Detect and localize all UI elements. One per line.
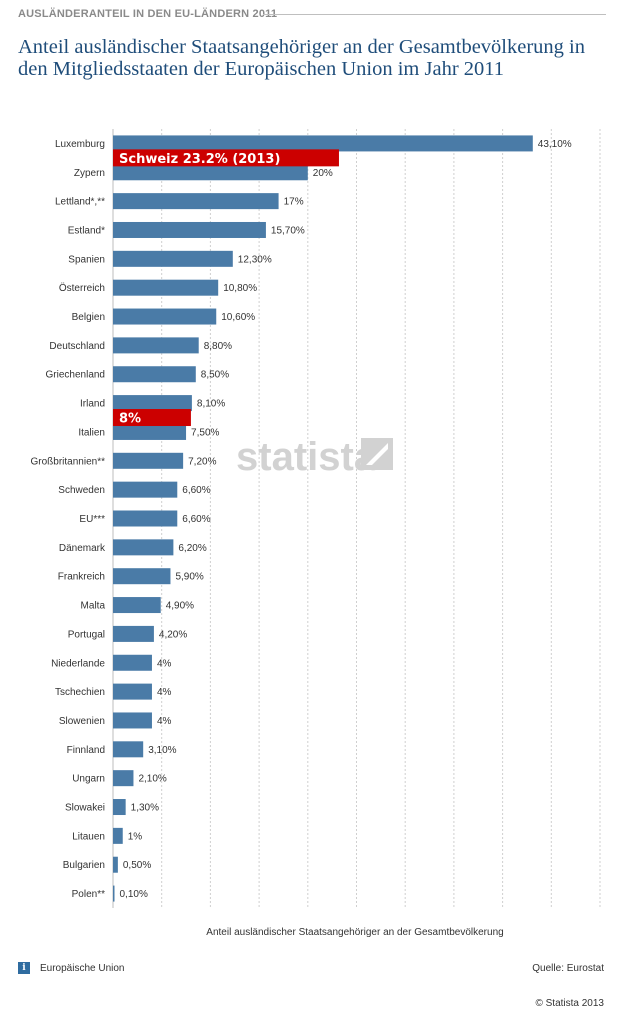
value-label: 6,60% [182,514,210,525]
bar [113,221,266,238]
bar [113,481,178,498]
bar [113,683,152,700]
category-label: EU*** [79,514,105,525]
value-label: 4% [157,687,172,698]
value-label: 8,80% [204,341,232,352]
value-label: 12,30% [238,254,272,265]
category-label: Österreich [59,282,105,294]
bar [113,423,187,440]
bar [113,885,115,902]
category-label: Deutschland [49,341,105,352]
bar [113,568,171,585]
category-label: Griechenland [46,370,105,381]
bar [113,250,233,267]
header-bar: AUSLÄNDERANTEIL IN DEN EU-LÄNDERN 2011 [0,0,620,24]
value-label: 8,10% [197,399,225,410]
category-label: Finnland [67,745,105,756]
bar-chart: statista Luxemburg 43,10% Zypern 20% Lettland… [31,129,601,908]
bar [113,395,192,412]
category-label: Schweden [58,485,105,496]
header-label: AUSLÄNDERANTEIL IN DEN EU-LÄNDERN 2011 [18,8,278,20]
bar [113,279,219,296]
value-label: 5,90% [175,572,203,583]
category-label: Niederlande [51,658,105,669]
value-label: 4,90% [166,601,194,612]
bar [113,741,144,758]
category-label: Malta [81,601,106,612]
bar [113,597,161,614]
value-label: 3,10% [148,745,176,756]
category-label: Irland [80,399,105,410]
source-text: Quelle: Eurostat [532,963,604,974]
value-label: 4% [157,658,172,669]
value-label: 6,20% [178,543,206,554]
category-label: Polen** [72,889,105,900]
bar [113,366,196,383]
value-label: 4,20% [159,629,187,640]
bar [113,337,199,354]
category-label: Lettland*,** [55,197,105,208]
bar [113,625,154,642]
value-label: 20% [313,168,333,179]
bar [113,856,118,873]
bar [113,539,174,556]
value-label: 17% [284,197,304,208]
bar [113,510,178,527]
bar [113,452,184,469]
category-label: Estland* [68,225,105,236]
category-label: Slowenien [59,716,105,727]
category-label: Luxemburg [55,139,105,150]
category-label: Großbritannien** [31,456,106,467]
value-label: 6,60% [182,485,210,496]
bar [113,712,152,729]
value-label: 0,50% [123,860,151,871]
category-label: Italien [78,427,105,438]
watermark-text: statista [236,435,377,479]
bar [113,193,279,210]
category-label: Frankreich [58,572,105,583]
value-label: 4% [157,716,172,727]
header-rule [263,14,606,15]
watermark-logo-mark [366,443,388,465]
copyright-text: © Statista 2013 [535,998,604,1009]
annotation-bar [113,149,339,167]
bar [113,799,126,816]
bar [113,827,123,844]
legend-label: Europäische Union [40,962,125,974]
category-label: Litauen [72,831,105,842]
value-label: 2,10% [138,774,166,785]
category-label: Zypern [74,168,105,179]
category-label: Portugal [68,629,105,640]
chart-title: Anteil ausländischer Staatsangehöriger a… [18,36,585,80]
value-label: 15,70% [271,225,305,236]
annotation-label: 8% [119,412,141,427]
value-label: 0,10% [120,889,148,900]
category-label: Tschechien [55,687,105,698]
annotation-label: Schweiz 23.2% (2013) [119,152,280,167]
value-label: 1% [128,831,143,842]
bar [113,654,152,671]
annotation-bar [113,409,191,427]
value-label: 8,50% [201,370,229,381]
value-label: 10,60% [221,312,255,323]
bar [113,164,308,181]
bar [113,308,217,325]
value-label: 1,30% [131,803,159,814]
value-label: 10,80% [223,283,257,294]
bar [113,135,533,152]
value-label: 7,20% [188,456,216,467]
category-label: Belgien [72,312,105,323]
x-axis-label: Anteil ausländischer Staatsangehöriger a… [206,927,504,938]
category-label: Bulgarien [63,860,105,871]
category-label: Slowakei [65,803,105,814]
value-label: 43,10% [538,139,572,150]
bar [113,770,134,787]
info-icon[interactable]: i [18,962,30,974]
value-label: 7,50% [191,427,219,438]
category-label: Spanien [68,254,105,265]
footer-legend: i Europäische Union [18,962,125,974]
category-label: Dänemark [59,543,106,554]
category-label: Ungarn [72,774,105,785]
